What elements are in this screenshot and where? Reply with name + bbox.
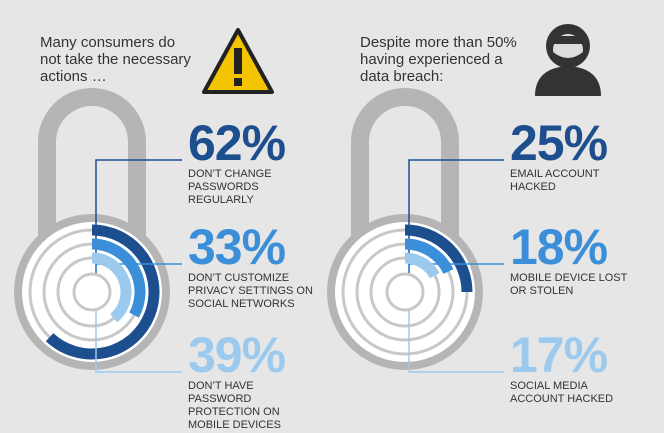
lock-shackle	[38, 88, 146, 242]
warning-icon	[202, 28, 274, 94]
value-label: 18%	[510, 219, 608, 275]
category-label: DON’T CUSTOMIZE PRIVACY SETTINGS ON SOCI…	[188, 272, 313, 310]
ring-arc	[91, 238, 146, 318]
category-label: MOBILE DEVICE LOST OR STOLEN	[510, 272, 628, 297]
value-label: 39%	[188, 327, 286, 383]
ring-arc	[45, 224, 160, 360]
ring-arc	[404, 224, 473, 293]
category-label: SOCIAL MEDIA ACCOUNT HACKED	[510, 380, 614, 405]
value-label: 25%	[510, 115, 608, 171]
chart-title: Despite more than 50% having experienced…	[360, 34, 517, 85]
person-icon	[535, 24, 601, 96]
ring-arc	[91, 252, 132, 323]
lock-center	[385, 272, 425, 312]
ring-arc	[404, 252, 440, 279]
ring-arc	[404, 238, 454, 275]
value-label: 62%	[188, 115, 286, 171]
connector	[408, 292, 504, 373]
chart-title: Many consumers do not take the necessary…	[40, 34, 191, 85]
lock-center	[72, 272, 112, 312]
value-label: 33%	[188, 219, 286, 275]
category-label: EMAIL ACCOUNT HACKED	[510, 168, 600, 193]
category-label: DON’T HAVE PASSWORD PROTECTION ON MOBILE…	[188, 380, 281, 431]
connector	[95, 292, 182, 373]
lock-shackle	[351, 88, 459, 242]
category-label: DON’T CHANGE PASSWORDS REGULARLY	[188, 168, 272, 206]
value-label: 17%	[510, 327, 608, 383]
